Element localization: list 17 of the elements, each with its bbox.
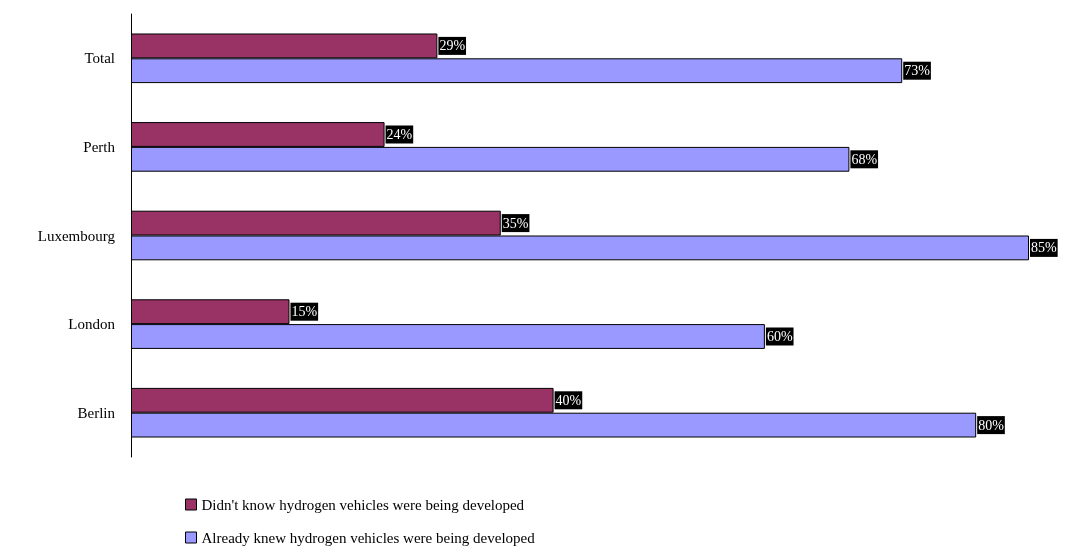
legend-label: Already knew hydrogen vehicles were being developed — [201, 529, 536, 546]
legend-label: Didn't know hydrogen vehicles were being developed — [201, 496, 525, 513]
y-tick-label: Luxembourg — [37, 227, 116, 244]
data-label: 35% — [502, 215, 529, 231]
data-label: 73% — [904, 63, 931, 79]
y-tick-label: Berlin — [77, 404, 116, 421]
data-label: 40% — [555, 392, 582, 408]
y-tick-label: Perth — [83, 138, 116, 155]
data-label: 85% — [1031, 240, 1057, 256]
data-label: 60% — [766, 329, 793, 344]
data-label: 15% — [291, 304, 318, 320]
data-label: 80% — [978, 417, 1005, 433]
data-label: 24% — [386, 127, 413, 142]
y-tick-label: London — [68, 316, 116, 333]
data-label: 29% — [439, 38, 466, 54]
y-tick-label: Total — [84, 50, 115, 67]
data-label: 68% — [851, 151, 878, 167]
